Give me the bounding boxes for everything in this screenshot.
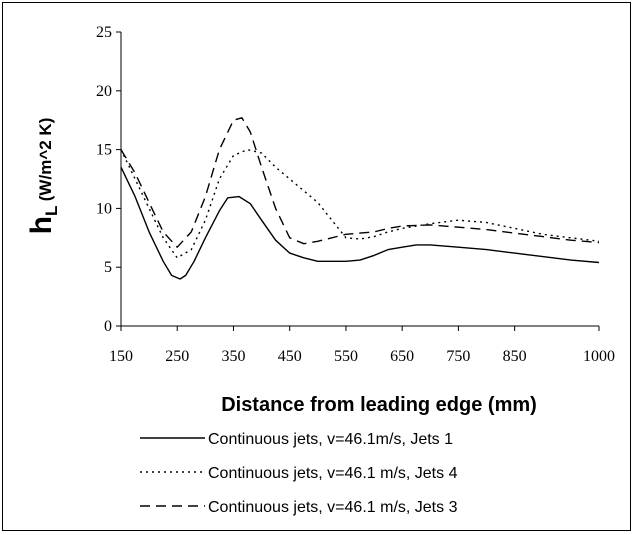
series-line-1 <box>120 166 600 280</box>
x-tick-label: 650 <box>390 348 414 365</box>
x-tick-label: 850 <box>503 348 527 365</box>
x-tick-label: 350 <box>221 348 245 365</box>
series-line-3 <box>120 117 600 248</box>
x-tick-label: 250 <box>165 348 189 365</box>
series-layer <box>120 117 600 280</box>
y-tick-label: 20 <box>96 83 112 100</box>
y-axis-label: hL (W/m^2 K) <box>25 118 61 235</box>
y-axis-label-main: h <box>25 216 58 234</box>
chart-frame <box>2 2 631 531</box>
y-tick-label: 15 <box>96 142 112 159</box>
y-tick-label: 5 <box>104 259 112 276</box>
x-tick-label: 150 <box>109 348 133 365</box>
y-tick-label: 0 <box>104 318 112 335</box>
y-axis-label-units: (W/m^2 K) <box>36 118 55 206</box>
legend-label: Continuous jets, v=46.1 m/s, Jets 3 <box>208 499 458 516</box>
legend: Continuous jets, v=46.1m/s, Jets 1 Contin… <box>140 431 458 516</box>
x-tick-label: 550 <box>334 348 358 365</box>
axis-ticks: 0 5 10 15 20 25 150 250 350 450 550 650 750 850 1000 <box>96 24 615 365</box>
legend-label: Continuous jets, v=46.1m/s, Jets 1 <box>208 431 453 448</box>
plot-area <box>120 32 599 327</box>
x-tick-label: 1000 <box>583 348 615 365</box>
y-tick-label: 10 <box>96 200 112 217</box>
series-line-2 <box>120 148 600 259</box>
x-tick-label: 750 <box>446 348 470 365</box>
y-tick-label: 25 <box>96 24 112 41</box>
x-axis-label: Distance from leading edge (mm) <box>221 394 537 416</box>
legend-label: Continuous jets, v=46.1 m/s, Jets 4 <box>208 465 458 482</box>
y-axis-label-sub: L <box>42 206 61 216</box>
x-tick-label: 450 <box>278 348 302 365</box>
